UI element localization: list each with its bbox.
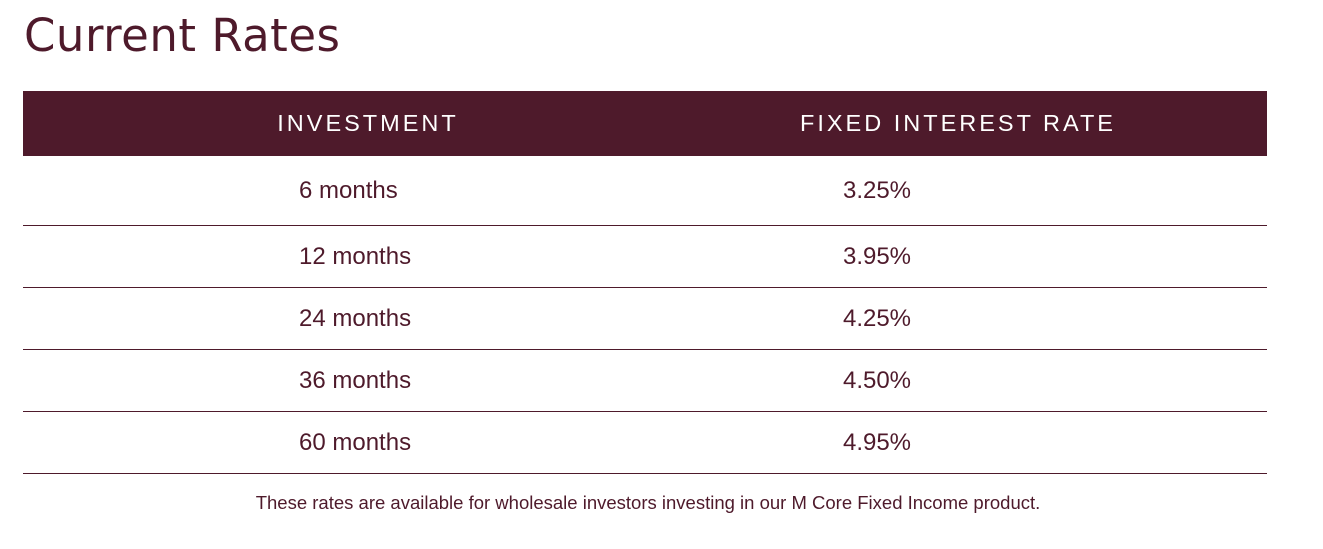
- column-header-fixed-interest-rate: FIXED INTEREST RATE: [800, 110, 1116, 136]
- rates-table: INVESTMENT FIXED INTEREST RATE 6 months …: [23, 91, 1267, 474]
- table-row: 60 months 4.95%: [23, 412, 1267, 474]
- table-row: 36 months 4.50%: [23, 350, 1267, 412]
- interest-rate-cell: 4.50%: [842, 366, 912, 394]
- table-row: 24 months 4.25%: [23, 288, 1267, 350]
- investment-term-cell: 6 months: [299, 176, 398, 204]
- interest-rate-cell: 3.95%: [842, 242, 912, 270]
- interest-rate-cell: 3.25%: [842, 176, 912, 204]
- page-title: Current Rates: [24, 9, 341, 62]
- investment-term-cell: 60 months: [299, 428, 412, 456]
- interest-rate-cell: 4.95%: [842, 428, 912, 456]
- column-header-investment: INVESTMENT: [277, 110, 459, 136]
- investment-term-cell: 24 months: [299, 304, 412, 332]
- interest-rate-cell: 4.25%: [842, 304, 912, 332]
- investment-term-cell: 36 months: [299, 366, 412, 394]
- table-row: 12 months 3.95%: [23, 226, 1267, 288]
- table-header-row: INVESTMENT FIXED INTEREST RATE: [23, 91, 1267, 156]
- rates-footnote: These rates are available for wholesale …: [255, 492, 1041, 513]
- table-row: 6 months 3.25%: [23, 156, 1267, 226]
- investment-term-cell: 12 months: [299, 242, 412, 270]
